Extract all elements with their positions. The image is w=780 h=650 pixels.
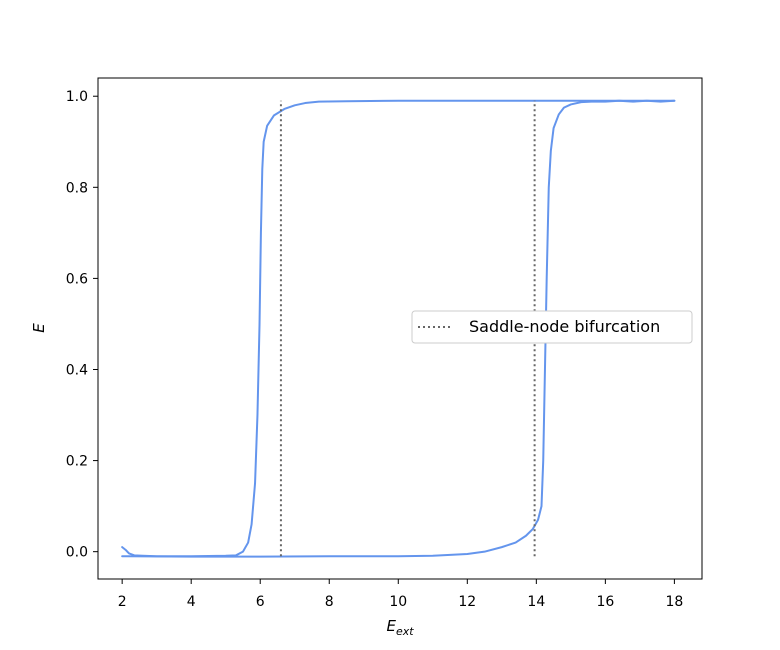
legend-box	[411, 310, 693, 344]
series-line-1	[121, 99, 676, 558]
y-tick-label: 0.4	[66, 362, 88, 378]
series-layer	[121, 99, 676, 558]
y-ticks: 0.0 0.2 0.4 0.6 0.8 1.0	[66, 89, 98, 561]
x-axis-label-main: E	[386, 617, 396, 635]
x-tick-label: 4	[187, 594, 196, 610]
plot-frame	[97, 77, 703, 580]
x-tick-label: 12	[458, 594, 476, 610]
y-tick-label: 0.2	[66, 454, 88, 470]
x-axis-label: Eext	[386, 617, 414, 638]
y-tick-label: 0.8	[66, 180, 88, 196]
y-tick-label: 1.0	[66, 89, 88, 105]
y-axis-label: E	[30, 323, 48, 333]
x-ticks: 2 4 6 8 10 12 14 16 18	[118, 579, 683, 610]
x-axis-label-sub: ext	[396, 625, 414, 638]
x-tick-label: 6	[256, 594, 265, 610]
x-tick-label: 2	[118, 594, 127, 610]
y-tick-label: 0.6	[66, 271, 88, 287]
x-tick-label: 14	[527, 594, 545, 610]
x-tick-label: 18	[665, 594, 683, 610]
y-tick-label: 0.0	[66, 545, 88, 561]
x-tick-label: 16	[596, 594, 614, 610]
legend: Saddle-node bifurcation	[411, 310, 693, 344]
x-tick-label: 10	[389, 594, 407, 610]
legend-label: Saddle-node bifurcation	[469, 317, 660, 336]
x-tick-label: 8	[325, 594, 334, 610]
